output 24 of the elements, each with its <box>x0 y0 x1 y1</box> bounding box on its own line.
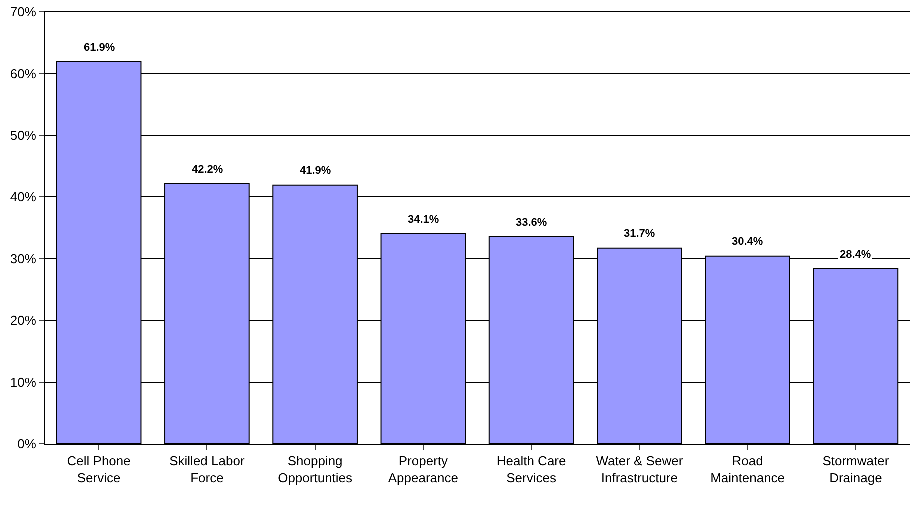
y-tick-label: 50% <box>10 128 37 143</box>
y-tick-label: 0% <box>18 436 37 452</box>
x-tick-label: Water & Sewer Infrastructure <box>596 454 684 486</box>
x-tick-label: Cell Phone Service <box>67 454 131 486</box>
x-tick-label: Shopping Opportunties <box>278 454 354 486</box>
data-label: 30.4% <box>732 236 764 248</box>
x-tick-label: Stormwater Drainage <box>822 454 890 486</box>
x-tick-label: Road Maintenance <box>710 454 786 486</box>
x-tick-label: Health Care Services <box>496 454 566 486</box>
data-label: 42.2% <box>192 164 224 176</box>
x-tick-label: Property Appearance <box>388 454 459 486</box>
data-label: 61.9% <box>84 42 116 54</box>
y-tick-label: 20% <box>10 313 37 328</box>
y-tick-label: 60% <box>10 66 37 82</box>
y-tick-label: 10% <box>10 374 37 390</box>
data-label: 34.1% <box>408 214 440 226</box>
x-tick-label: Skilled Labor Force <box>170 454 246 486</box>
data-label: 41.9% <box>300 165 332 177</box>
data-label: 31.7% <box>624 228 656 240</box>
y-tick-label: 30% <box>10 251 37 266</box>
data-label: 33.6% <box>516 217 548 229</box>
y-tick-label: 70% <box>10 4 37 20</box>
data-label: 28.4% <box>840 249 872 261</box>
y-tick-label: 40% <box>10 190 37 205</box>
